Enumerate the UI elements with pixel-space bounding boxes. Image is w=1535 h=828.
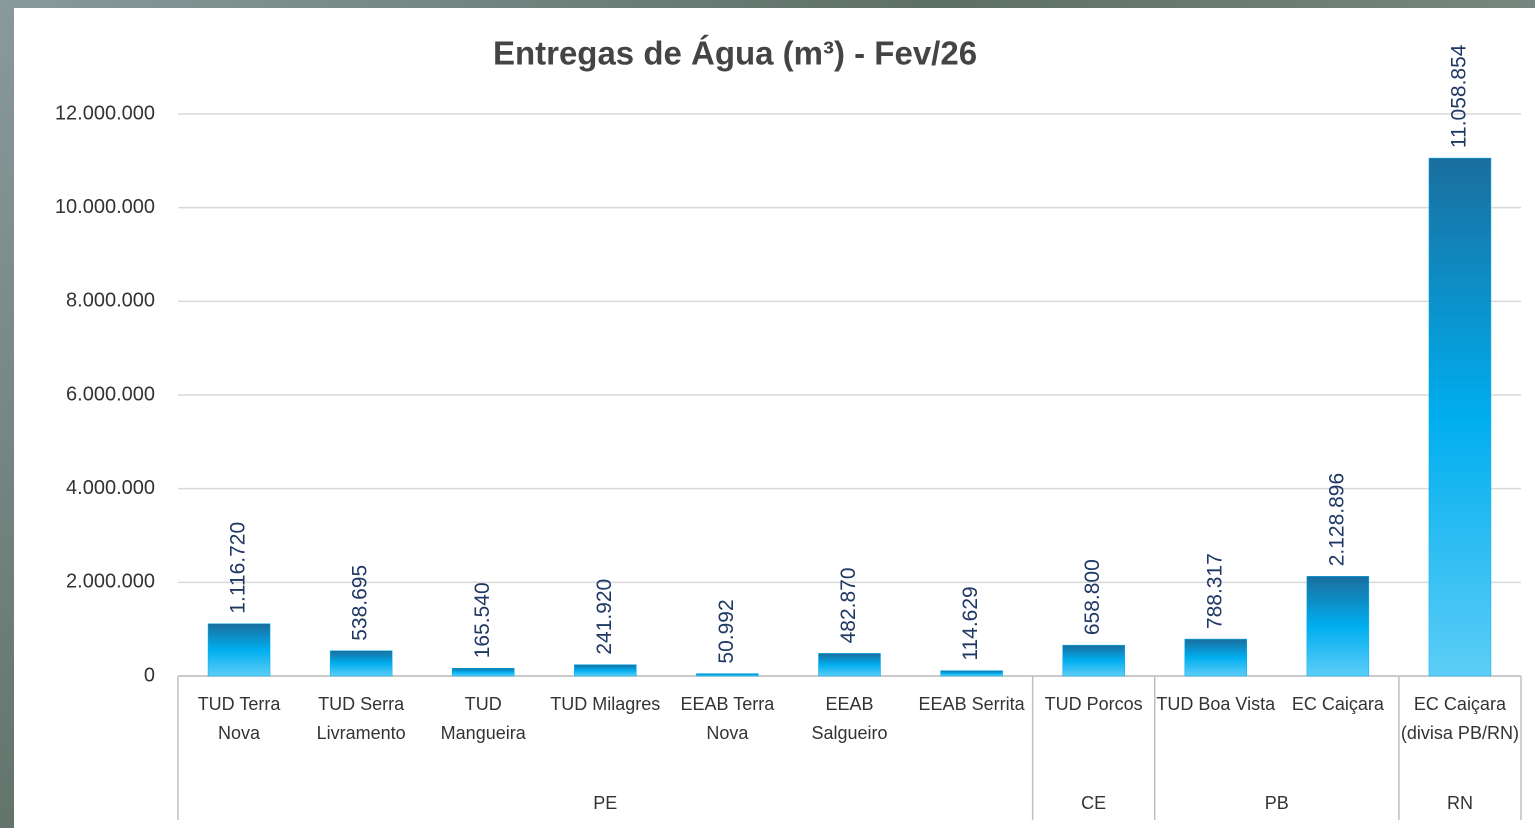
x-tick-label: EC Caiçara: [1291, 694, 1384, 714]
chart-title: Entregas de Água (m³) - Fev/26: [493, 35, 977, 72]
x-tick-label: TUD Boa Vista: [1156, 694, 1276, 714]
data-label: 788.317: [1203, 553, 1226, 629]
x-tick-label: EEAB Serrita: [918, 694, 1025, 714]
x-tick-label: TUD Milagres: [550, 694, 661, 714]
x-tick-label: EC Caiçara (divisa PB/RN): [1400, 694, 1519, 743]
bar: [1184, 638, 1248, 677]
y-tick-label: 4.000.000: [66, 477, 155, 499]
group-label: PE: [593, 793, 617, 813]
data-label: 658.800: [1081, 559, 1104, 635]
y-tick-label: 6.000.000: [66, 383, 155, 405]
bar: [696, 673, 759, 677]
bar: [574, 664, 637, 677]
y-tick-label: 2.000.000: [66, 571, 155, 593]
x-tick-label: TUD Porcos: [1044, 694, 1143, 714]
bar: [818, 653, 881, 677]
data-label: 482.870: [837, 567, 860, 643]
chart-area: [14, 8, 1535, 828]
y-tick-label: 10.000.000: [55, 196, 155, 218]
data-label: 114.629: [959, 586, 982, 660]
group-label: CE: [1081, 793, 1106, 813]
y-tick-label: 12.000.000: [55, 102, 155, 124]
data-label: 1.116.720: [227, 522, 250, 614]
bar: [329, 650, 393, 677]
x-tick-label: EEAB Salgueiro: [811, 694, 888, 743]
bar: [1428, 157, 1492, 677]
bar: [207, 623, 271, 677]
x-tick-label: TUD Terra Nova: [197, 694, 281, 743]
data-label: 50.992: [715, 599, 738, 663]
data-label: 241.920: [593, 579, 616, 655]
data-label: 538.695: [349, 565, 372, 641]
bar: [451, 667, 515, 677]
x-tick-label: TUD Serra Livramento: [316, 694, 406, 743]
group-label: RN: [1447, 793, 1473, 813]
group-label: PB: [1265, 793, 1289, 813]
data-label: 2.128.896: [1325, 473, 1348, 566]
data-label: 165.540: [471, 582, 494, 658]
y-tick-label: 8.000.000: [66, 290, 155, 312]
data-label: 11.058.854: [1448, 44, 1471, 148]
x-tick-label: EEAB Terra Nova: [680, 694, 775, 743]
bar: [1306, 576, 1370, 677]
y-tick-label: 0: [144, 664, 155, 686]
x-tick-label: TUD Mangueira: [440, 694, 526, 743]
bar: [1062, 644, 1125, 677]
bar: [940, 670, 1003, 677]
